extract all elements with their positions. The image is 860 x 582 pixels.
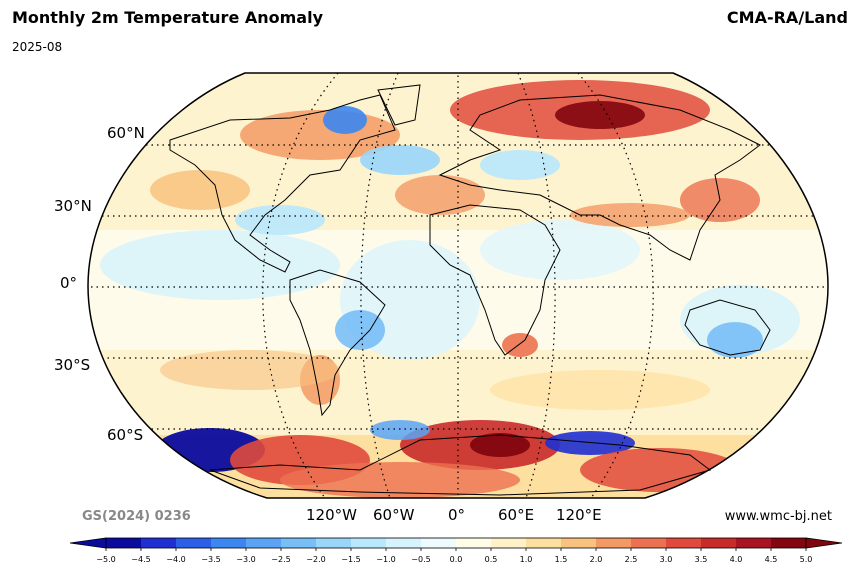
colorbar-extend-min — [69, 537, 107, 549]
lat-label-30n: 30°N — [54, 197, 92, 215]
colorbar-segment — [351, 538, 387, 548]
lon-label-120e: 120°E — [556, 506, 602, 524]
anomaly-field — [88, 73, 828, 498]
page-title: Monthly 2m Temperature Anomaly — [12, 8, 324, 27]
colorbar-segment — [316, 538, 352, 548]
colorbar-segment — [631, 538, 667, 548]
colorbar-tick-label: 2.5 — [625, 555, 638, 564]
colorbar-tick-label: −4.0 — [166, 555, 185, 564]
colorbar-tick-label: −1.0 — [376, 555, 395, 564]
colorbar-segment — [176, 538, 212, 548]
colorbar-segment — [246, 538, 282, 548]
colorbar-tick-label: 1.0 — [520, 555, 533, 564]
coastlines — [169, 84, 771, 496]
graticule — [88, 73, 828, 498]
colorbar-segment — [421, 538, 457, 548]
globe-outline — [87, 72, 829, 499]
colorbar-segment — [141, 538, 177, 548]
lon-label-120w: 120°W — [306, 506, 357, 524]
colorbar-tick-label: 4.5 — [765, 555, 778, 564]
colorbar-segment — [491, 538, 527, 548]
colorbar-tick-label: 3.5 — [695, 555, 708, 564]
colorbar-tick-label: −3.5 — [201, 555, 220, 564]
map-approval-number: GS(2024) 0236 — [82, 509, 191, 524]
lat-label-60s: 60°S — [107, 426, 144, 444]
colorbar-segment — [211, 538, 247, 548]
colorbar-segment — [386, 538, 422, 548]
colorbar-extend-max — [805, 537, 843, 549]
colorbar-segment — [526, 538, 562, 548]
colorbar-segment — [596, 538, 632, 548]
colorbar-segment — [701, 538, 737, 548]
colorbar-tick-label: −3.0 — [236, 555, 255, 564]
colorbar-segment — [736, 538, 772, 548]
colorbar-tick-label: 3.0 — [660, 555, 673, 564]
colorbar: −5.0 −4.5 −4.0 −3.5 −3.0 −2.5 −2.0 −1.5 −1.0 −0.5… — [69, 537, 843, 564]
lon-label-60w: 60°W — [373, 506, 415, 524]
colorbar-segment — [106, 538, 142, 548]
website-link[interactable]: www.wmc-bj.net — [724, 509, 832, 524]
lat-label-equator: 0° — [60, 274, 78, 292]
colorbar-segment — [666, 538, 702, 548]
colorbar-tick-label: 0.5 — [485, 555, 498, 564]
date-label: 2025-08 — [12, 40, 63, 54]
lon-label-0: 0° — [448, 506, 466, 524]
colorbar-segment — [456, 538, 492, 548]
lat-label-60n: 60°N — [107, 124, 145, 142]
colorbar-tick-label: −2.5 — [271, 555, 290, 564]
colorbar-tick-label: 5.0 — [800, 555, 813, 564]
colorbar-segment — [771, 538, 807, 548]
source-label: CMA-RA/Land — [726, 8, 848, 27]
lon-label-60e: 60°E — [498, 506, 535, 524]
colorbar-tick-label: 2.0 — [590, 555, 603, 564]
colorbar-tick-label: −1.5 — [341, 555, 360, 564]
colorbar-tick-label: −0.5 — [411, 555, 430, 564]
colorbar-tick-label: −4.5 — [131, 555, 150, 564]
colorbar-segment — [281, 538, 317, 548]
colorbar-tick-label: 0.0 — [450, 555, 463, 564]
colorbar-segment — [561, 538, 597, 548]
lat-label-30s: 30°S — [54, 356, 91, 374]
colorbar-tick-label: 4.0 — [730, 555, 743, 564]
colorbar-tick-label: −2.0 — [306, 555, 325, 564]
colorbar-tick-label: −5.0 — [96, 555, 115, 564]
colorbar-tick-label: 1.5 — [555, 555, 568, 564]
